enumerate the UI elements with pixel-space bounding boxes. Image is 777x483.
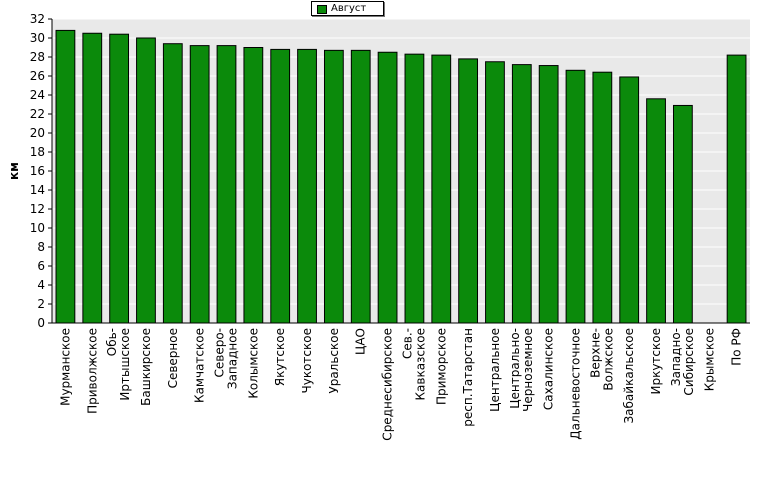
x-tick-label: Западно-Сибирское — [669, 328, 696, 396]
x-tick-label: Верхне-Волжское — [588, 328, 615, 391]
y-tick-label: 24 — [30, 88, 45, 102]
y-tick-label: 4 — [37, 278, 45, 292]
legend: Август — [311, 1, 384, 16]
x-tick-label: Башкирское — [139, 328, 153, 406]
bar — [538, 65, 559, 324]
x-tick-label: Обь-Иртышское — [105, 328, 132, 401]
x-tick-label: Сахалинское — [542, 328, 556, 410]
x-tick-label: Уральское — [327, 328, 341, 394]
bar — [592, 71, 613, 324]
y-tick-label: 10 — [30, 221, 45, 235]
bar — [243, 47, 264, 324]
y-tick-label: 14 — [30, 183, 45, 197]
x-tick-label: Сев.-Кавказское — [400, 328, 427, 401]
bar — [297, 48, 317, 324]
bar — [136, 37, 156, 324]
bar — [55, 29, 76, 324]
x-tick-label: Дальневосточное — [569, 328, 583, 440]
x-tick-label: Иркутское — [649, 328, 663, 395]
legend-swatch — [317, 5, 327, 14]
bar — [511, 64, 532, 324]
y-axis-label: км — [7, 162, 21, 180]
bar — [109, 33, 130, 324]
bar — [431, 54, 452, 324]
bar — [458, 58, 479, 324]
x-tick-label: Центральное — [488, 328, 502, 412]
y-tick-label: 32 — [30, 12, 45, 26]
bar — [565, 69, 586, 324]
x-tick-label: Якутское — [273, 328, 287, 386]
bar — [485, 61, 505, 324]
x-tick-label: Северное — [166, 328, 180, 388]
x-tick-label: Крымское — [703, 328, 717, 391]
bar — [270, 48, 291, 324]
x-tick-label: Колымское — [246, 328, 260, 399]
bar — [619, 76, 640, 324]
bar — [377, 51, 398, 324]
y-tick-label: 30 — [30, 31, 45, 45]
x-tick-label: Приволжское — [85, 328, 99, 414]
bar — [726, 54, 747, 324]
x-tick-label: Центрально-Черноземное — [508, 328, 535, 412]
bar — [350, 49, 371, 324]
y-tick-label: 2 — [37, 297, 45, 311]
bar — [216, 45, 237, 324]
bar — [404, 53, 425, 324]
x-tick-label: Северо-Западное — [213, 328, 240, 389]
bar — [82, 32, 103, 324]
x-tick-label: Чукотское — [300, 328, 314, 393]
bar — [646, 98, 666, 324]
legend-label: Август — [331, 3, 367, 14]
x-tick-label: ЦАО — [354, 328, 368, 355]
y-tick-label: 22 — [30, 107, 45, 121]
x-tick-label: Приморское — [434, 328, 448, 405]
y-tick-label: 12 — [30, 202, 45, 216]
x-tick-label: Мурманское — [58, 328, 72, 406]
y-tick-label: 0 — [37, 316, 45, 330]
bar — [189, 45, 210, 324]
bar — [162, 43, 183, 324]
y-tick-label: 8 — [37, 240, 45, 254]
y-tick-label: 6 — [37, 259, 45, 273]
bar — [323, 49, 344, 324]
y-tick-label: 16 — [30, 164, 45, 178]
y-tick-label: 20 — [30, 126, 45, 140]
x-tick-label: Среднесибирское — [381, 328, 395, 441]
bar — [672, 104, 693, 324]
x-tick-label: Камчатское — [193, 328, 207, 403]
y-tick-label: 28 — [30, 50, 45, 64]
x-tick-label: По РФ — [730, 328, 744, 366]
x-tick-label: Забайкальское — [622, 328, 636, 424]
x-tick-label: респ.Татарстан — [461, 328, 475, 427]
y-tick-label: 18 — [30, 145, 45, 159]
y-tick-label: 26 — [30, 69, 45, 83]
